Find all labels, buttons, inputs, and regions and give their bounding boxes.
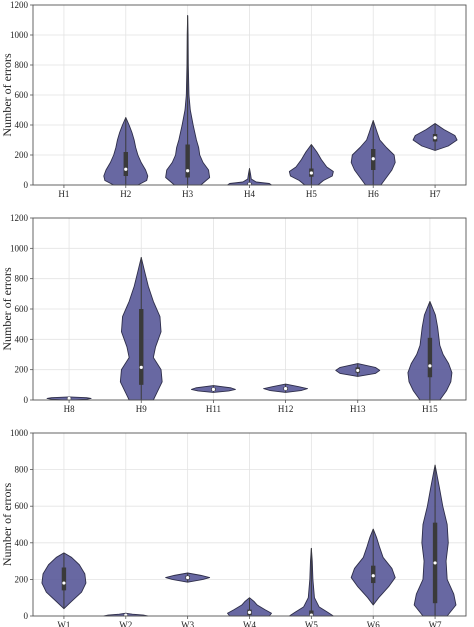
y-tick-label: 200	[15, 365, 29, 375]
y-tick-label: 200	[15, 150, 29, 160]
x-tick-label: W7	[429, 620, 442, 627]
chart-panel-1: 0 200 400 600 800 1000 1200 H1 H2 H3 H4 H5 H6 H7 Numbe…	[0, 0, 467, 199]
violin-median	[433, 136, 437, 140]
chart-panel-3: 0 200 400 600 800 1000 W1 W2 W3 W4 W5 W6 W7 Number of…	[0, 428, 467, 627]
violin-median	[433, 561, 437, 565]
x-tick-label: H8	[64, 404, 75, 414]
violin-W7	[413, 464, 457, 617]
x-tick-label: W2	[119, 620, 132, 627]
violin-iqr-box	[185, 144, 190, 178]
y-tick-label: 1200	[10, 213, 29, 223]
violin-iqr-box	[309, 610, 314, 616]
violin-median	[62, 581, 66, 585]
violin-W3	[165, 572, 211, 583]
x-tick-label: H5	[306, 189, 317, 199]
y-tick-label: 400	[15, 334, 29, 344]
y-tick-label: 1000	[10, 243, 29, 253]
y-tick-label: 600	[15, 501, 29, 511]
violin-H12	[263, 383, 309, 393]
violin-median	[124, 167, 128, 171]
x-tick-label: W6	[367, 620, 380, 627]
violin-iqr-box	[123, 152, 128, 176]
y-tick-label: 0	[24, 611, 29, 621]
y-tick-label: 600	[15, 90, 29, 100]
violin-H5	[288, 144, 334, 186]
y-axis-label: Number of errors	[0, 483, 14, 567]
violin-median	[211, 387, 216, 391]
x-tick-label: H7	[430, 189, 441, 199]
violin-H6	[350, 120, 396, 186]
x-tick-label: H9	[136, 404, 147, 414]
violin-iqr-box	[61, 567, 67, 591]
x-tick-label: H6	[368, 189, 379, 199]
y-tick-label: 800	[15, 60, 29, 70]
violin-H15	[407, 300, 453, 401]
violin-H13	[335, 363, 381, 377]
violin-median	[186, 575, 190, 580]
y-axis-label: Number of errors	[0, 267, 14, 351]
x-tick-label: H3	[182, 189, 193, 199]
violin-W5	[288, 547, 334, 617]
x-tick-label: H1	[58, 189, 69, 199]
x-tick-label: W3	[181, 620, 194, 627]
grid-lines	[33, 432, 466, 617]
y-tick-label: 400	[15, 120, 29, 130]
y-tick-label: 0	[24, 395, 29, 405]
y-axis-label: Number of errors	[0, 53, 14, 137]
x-tick-label: H2	[120, 189, 131, 199]
violin-H11	[190, 385, 236, 393]
violin-iqr-box	[139, 309, 144, 385]
y-tick-label: 1000	[10, 30, 29, 40]
y-tick-label: 1200	[10, 0, 29, 10]
x-tick-label: H15	[422, 404, 438, 414]
violin-H4	[227, 168, 272, 186]
y-tick-label: 200	[15, 574, 29, 584]
violin-W1	[41, 552, 87, 610]
x-tick-label: W1	[57, 620, 70, 627]
violin-H9	[119, 256, 163, 401]
violin-W6	[350, 528, 396, 606]
y-tick-label: 600	[15, 304, 29, 314]
grid-lines	[33, 217, 466, 401]
y-tick-label: 400	[15, 538, 29, 548]
x-tick-label: H13	[350, 404, 366, 414]
x-tick-label: H11	[206, 404, 221, 414]
violin-median	[67, 396, 71, 401]
chart-panel-2: 0 200 400 600 800 1000 1200 H8 H9 H11 H12 H13 H15 Num…	[0, 213, 467, 414]
violin-median	[356, 368, 360, 373]
x-tick-label: H12	[278, 404, 294, 414]
y-tick-label: 800	[15, 274, 29, 284]
x-tick-label: H4	[244, 189, 255, 199]
violin-iqr-box	[427, 337, 433, 378]
violin-median	[371, 574, 375, 578]
grid-lines	[33, 4, 466, 186]
violin-median	[186, 169, 190, 173]
violin-H3	[165, 15, 211, 186]
violin-median	[309, 171, 313, 175]
violin-W4	[227, 597, 272, 617]
y-tick-label: 800	[15, 465, 29, 475]
violin-H7	[412, 123, 458, 151]
violin-median	[428, 364, 432, 368]
x-tick-label: W5	[305, 620, 318, 627]
violin-median	[139, 365, 143, 369]
violin-median	[371, 157, 375, 161]
y-tick-label: 0	[24, 180, 29, 190]
x-tick-label: W4	[243, 620, 256, 627]
violin-H2	[103, 117, 149, 186]
y-tick-label: 1000	[10, 428, 29, 438]
violin-median	[247, 610, 252, 614]
violin-median	[283, 387, 288, 391]
